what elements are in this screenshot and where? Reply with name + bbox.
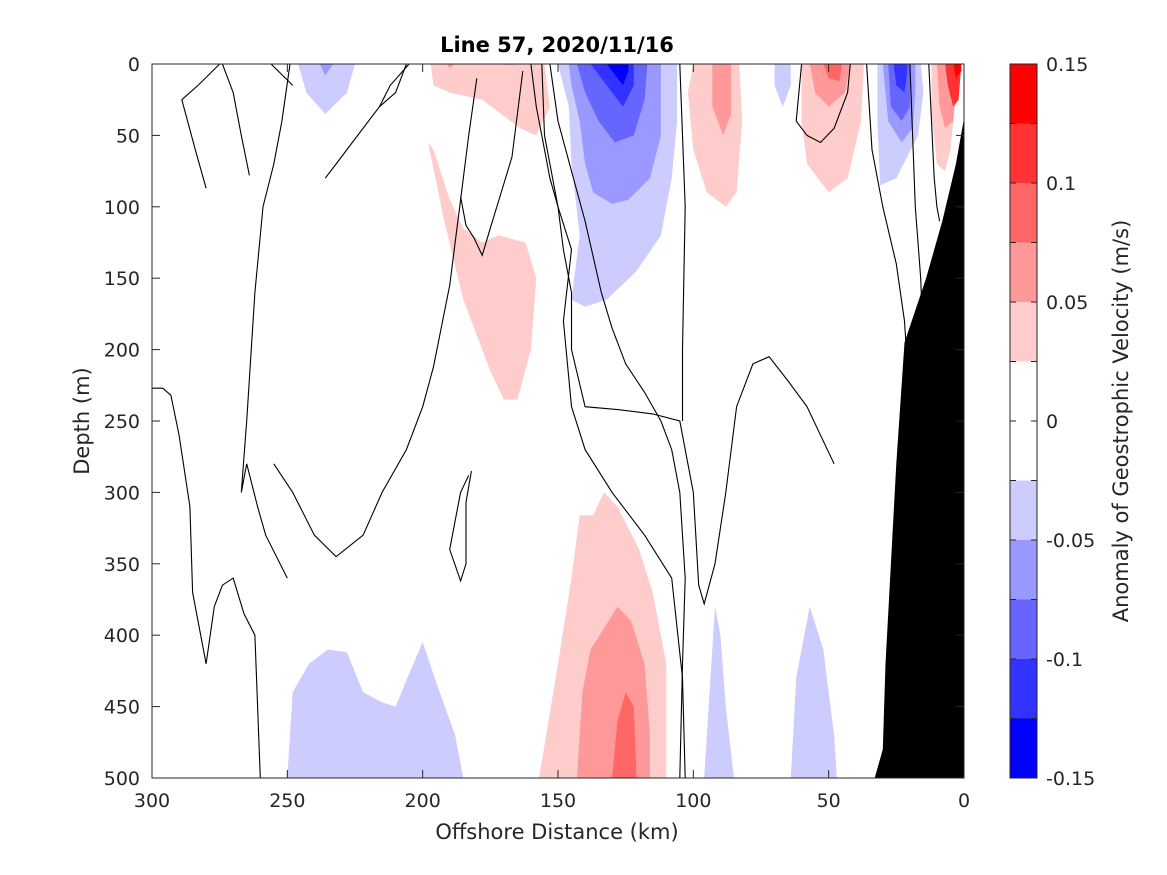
negative-anomaly-region xyxy=(606,64,629,86)
positive-anomaly-region xyxy=(430,64,550,136)
zero-contour-line xyxy=(181,64,221,189)
colorbar-tick-label: 0.05 xyxy=(1046,292,1088,314)
zero-contour-line xyxy=(449,470,472,583)
x-axis: 300 250 200 150 100 50 0 xyxy=(134,64,970,812)
y-tick-label: 250 xyxy=(104,411,140,433)
y-axis-label: Depth (m) xyxy=(70,367,94,474)
colorbar-segment xyxy=(1010,183,1037,243)
y-tick-label: 500 xyxy=(104,768,140,790)
colorbar-segment xyxy=(1010,659,1037,719)
zero-contour-line xyxy=(679,64,686,421)
negative-anomaly-region xyxy=(774,64,791,107)
positive-anomaly-region xyxy=(612,692,637,778)
y-tick-label: 150 xyxy=(104,268,140,290)
colorbar-segment xyxy=(1010,64,1037,124)
zero-contour-line xyxy=(460,71,524,257)
x-tick-label: 50 xyxy=(817,790,841,812)
colorbar-tick-label: 0 xyxy=(1046,411,1058,433)
colorbar-tick-label: -0.1 xyxy=(1046,649,1083,671)
colorbar-segment xyxy=(1010,480,1037,541)
colorbar-segment xyxy=(1010,540,1037,600)
y-tick-label: 300 xyxy=(104,482,140,504)
zero-contour-line xyxy=(221,64,250,176)
positive-anomaly-region xyxy=(447,64,456,69)
positive-anomaly-region xyxy=(428,142,537,400)
colorbar-segment xyxy=(1010,361,1037,422)
y-tick-label: 350 xyxy=(104,554,140,576)
negative-anomaly-region xyxy=(704,606,734,778)
positive-anomaly-region xyxy=(712,64,732,136)
negative-anomaly-region xyxy=(287,642,464,778)
plot-area: 300 250 200 150 100 50 0 050100150200250300350… xyxy=(104,54,970,812)
positive-anomaly-region xyxy=(823,64,843,82)
zero-contour-line xyxy=(378,64,410,108)
x-tick-label: 150 xyxy=(540,790,576,812)
colorbar-segment xyxy=(1010,302,1037,362)
colorbar-tick-label: 0.1 xyxy=(1046,173,1076,195)
bottom-topography xyxy=(874,118,964,778)
x-axis-label: Offshore Distance (km) xyxy=(435,820,678,844)
x-tick-label: 250 xyxy=(269,790,305,812)
negative-anomaly-region xyxy=(790,606,837,778)
colorbar-label: Anomaly of Geostrophic Velocity (m/s) xyxy=(1109,220,1133,623)
colorbar-segment xyxy=(1010,242,1037,303)
x-tick-label: 100 xyxy=(675,790,711,812)
zero-contour-line xyxy=(541,64,686,778)
positive-anomaly-region xyxy=(801,64,864,193)
bottom-topography-layer xyxy=(874,118,964,778)
y-tick-label: 100 xyxy=(104,197,140,219)
colorbar-tick-label: -0.15 xyxy=(1046,768,1095,790)
y-tick-label: 450 xyxy=(104,697,140,719)
zero-contour-line xyxy=(270,64,294,86)
y-axis: 0 50 100 150 200 250 300 350 400 450 500 xyxy=(104,54,964,790)
zero-contour-line xyxy=(928,64,941,222)
zero-contour-line xyxy=(549,64,686,778)
y-tick-label: 50 xyxy=(116,125,140,147)
chart-title: Line 57, 2020/11/16 xyxy=(440,33,674,57)
zero-contour-line xyxy=(240,64,291,579)
x-tick-label: 200 xyxy=(405,790,441,812)
zero-contour-line xyxy=(324,64,407,179)
negative-anomaly-region xyxy=(893,64,908,93)
negative-anomaly-region xyxy=(298,64,355,114)
positive-anomaly-region xyxy=(953,64,962,79)
colorbar-segment xyxy=(1010,718,1037,779)
x-tick-label: 300 xyxy=(134,790,170,812)
colorbar-segment xyxy=(1010,599,1037,660)
anomaly-fill-layer xyxy=(287,64,962,778)
y-tick-label: 0 xyxy=(128,54,140,76)
zero-contour-line xyxy=(795,64,851,144)
colorbar-segment xyxy=(1010,421,1037,481)
y-tick-label: 400 xyxy=(104,625,140,647)
colorbar-tick-label: 0.15 xyxy=(1046,54,1088,76)
zero-contour-line xyxy=(152,387,261,778)
negative-anomaly-region xyxy=(319,64,334,76)
colorbar-segment xyxy=(1010,123,1037,184)
colorbar: 0.15 0.1 0.05 0 -0.05 -0.1 -0.15 xyxy=(1009,54,1095,790)
x-tick-label: 0 xyxy=(958,790,970,812)
zero-contour-line xyxy=(530,64,835,606)
y-tick-label: 200 xyxy=(104,340,140,362)
colorbar-tick-label: -0.05 xyxy=(1046,530,1095,552)
